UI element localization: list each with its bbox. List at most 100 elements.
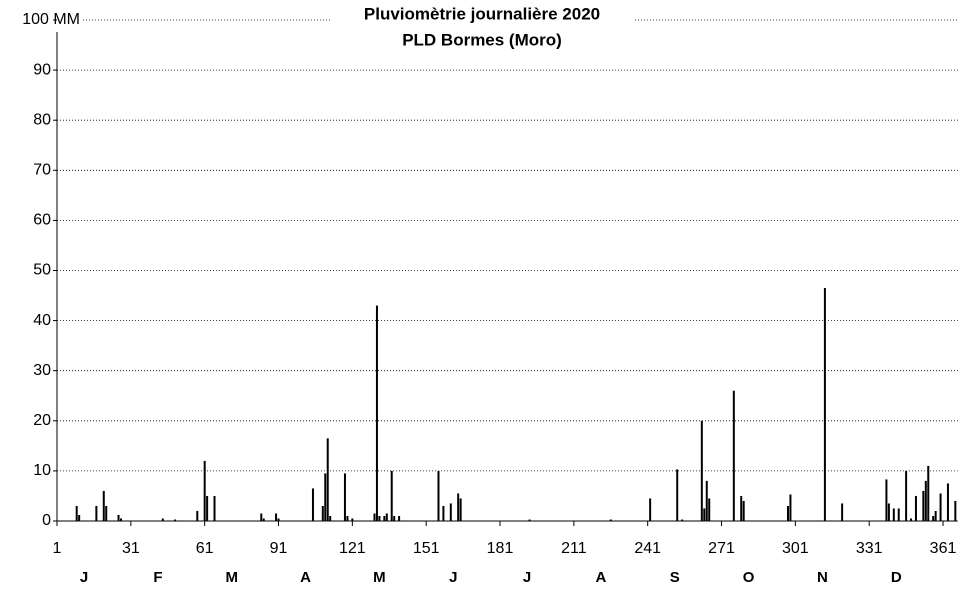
bar: [786, 505, 789, 521]
bar: [275, 513, 278, 521]
chart-title: Pluviomètrie journalière 2020: [364, 4, 600, 23]
bar: [732, 390, 735, 521]
bar: [885, 479, 888, 521]
bar: [914, 495, 917, 521]
y-tick-label: 60: [33, 212, 51, 229]
x-tick-label: 151: [413, 540, 440, 557]
x-tick-label: 211: [561, 540, 587, 557]
x-tick-label: 91: [270, 540, 288, 557]
bar: [789, 494, 792, 521]
chart-subtitle: PLD Bormes (Moro): [402, 30, 562, 49]
bar: [375, 305, 378, 521]
bars: [75, 288, 957, 521]
x-tick-label: 121: [339, 540, 366, 557]
bar: [700, 420, 703, 521]
bar: [213, 495, 216, 521]
bar: [681, 519, 684, 521]
bar: [924, 480, 927, 521]
bar: [105, 505, 108, 521]
y-tick-label: 20: [33, 412, 51, 429]
axes: 0 10 20 30 40 50 60 70 80 90 100 MM 1 31 61 91 121 151 18…: [22, 11, 958, 586]
bar: [102, 490, 105, 521]
bar: [823, 288, 826, 521]
month-label: J: [449, 569, 457, 586]
x-tick-label: 61: [196, 540, 214, 557]
bar: [897, 508, 900, 521]
bar: [676, 469, 679, 521]
bar: [910, 518, 913, 521]
bar: [378, 515, 381, 521]
bar: [346, 515, 349, 521]
month-label: M: [225, 569, 238, 586]
x-tick-label: 31: [122, 540, 140, 557]
bar: [324, 473, 327, 521]
bar: [927, 465, 930, 521]
bar: [117, 514, 120, 521]
bar: [742, 500, 745, 521]
bar: [887, 503, 890, 521]
bar: [351, 518, 354, 521]
bar: [954, 500, 957, 521]
bar: [321, 505, 324, 521]
bar: [383, 515, 386, 521]
x-tick-label: 241: [634, 540, 661, 557]
bar: [329, 515, 332, 521]
bar: [95, 505, 98, 521]
y-tick-label: 80: [33, 111, 51, 128]
bar: [609, 519, 612, 521]
bar: [393, 515, 396, 521]
bar: [841, 503, 844, 521]
month-label: J: [80, 569, 88, 586]
bar: [78, 514, 81, 521]
bar: [174, 519, 177, 521]
month-label: A: [300, 569, 311, 586]
y-tick-label: 30: [33, 362, 51, 379]
y-tick-label: 90: [33, 61, 51, 78]
month-label: O: [743, 569, 755, 586]
bar: [260, 513, 263, 521]
title-background: [330, 4, 634, 24]
bar: [649, 498, 652, 521]
bar: [398, 515, 401, 521]
bar: [161, 518, 164, 521]
month-label: D: [891, 569, 902, 586]
month-label: N: [817, 569, 828, 586]
x-tick-label: 271: [708, 540, 735, 557]
bar: [905, 470, 908, 521]
bar: [459, 498, 462, 521]
bar: [206, 495, 209, 521]
y-tick-label: 100 MM: [22, 11, 80, 28]
y-tick-label: 10: [33, 462, 51, 479]
bar: [119, 518, 122, 521]
month-label: M: [373, 569, 386, 586]
grid: [57, 19, 958, 472]
bar: [203, 460, 206, 521]
bar: [740, 495, 743, 521]
bar: [262, 518, 265, 521]
bar: [705, 480, 708, 521]
month-label: F: [153, 569, 162, 586]
bar: [442, 505, 445, 521]
bar: [528, 519, 531, 521]
bar: [390, 470, 393, 521]
x-tick-label: 301: [782, 540, 809, 557]
bar: [385, 513, 388, 521]
bar: [932, 515, 935, 521]
bar: [326, 438, 329, 521]
bar: [703, 508, 706, 521]
x-tick-label: 331: [856, 540, 883, 557]
bar: [934, 510, 937, 521]
bar: [277, 518, 280, 521]
month-label: S: [670, 569, 680, 586]
bar: [892, 508, 895, 521]
bar: [708, 498, 711, 521]
month-label: A: [596, 569, 607, 586]
bar: [196, 510, 199, 521]
x-tick-label: 181: [487, 540, 514, 557]
bar: [457, 493, 460, 521]
bar: [946, 483, 949, 521]
x-tick-label: 1: [53, 540, 62, 557]
bar: [343, 473, 346, 521]
